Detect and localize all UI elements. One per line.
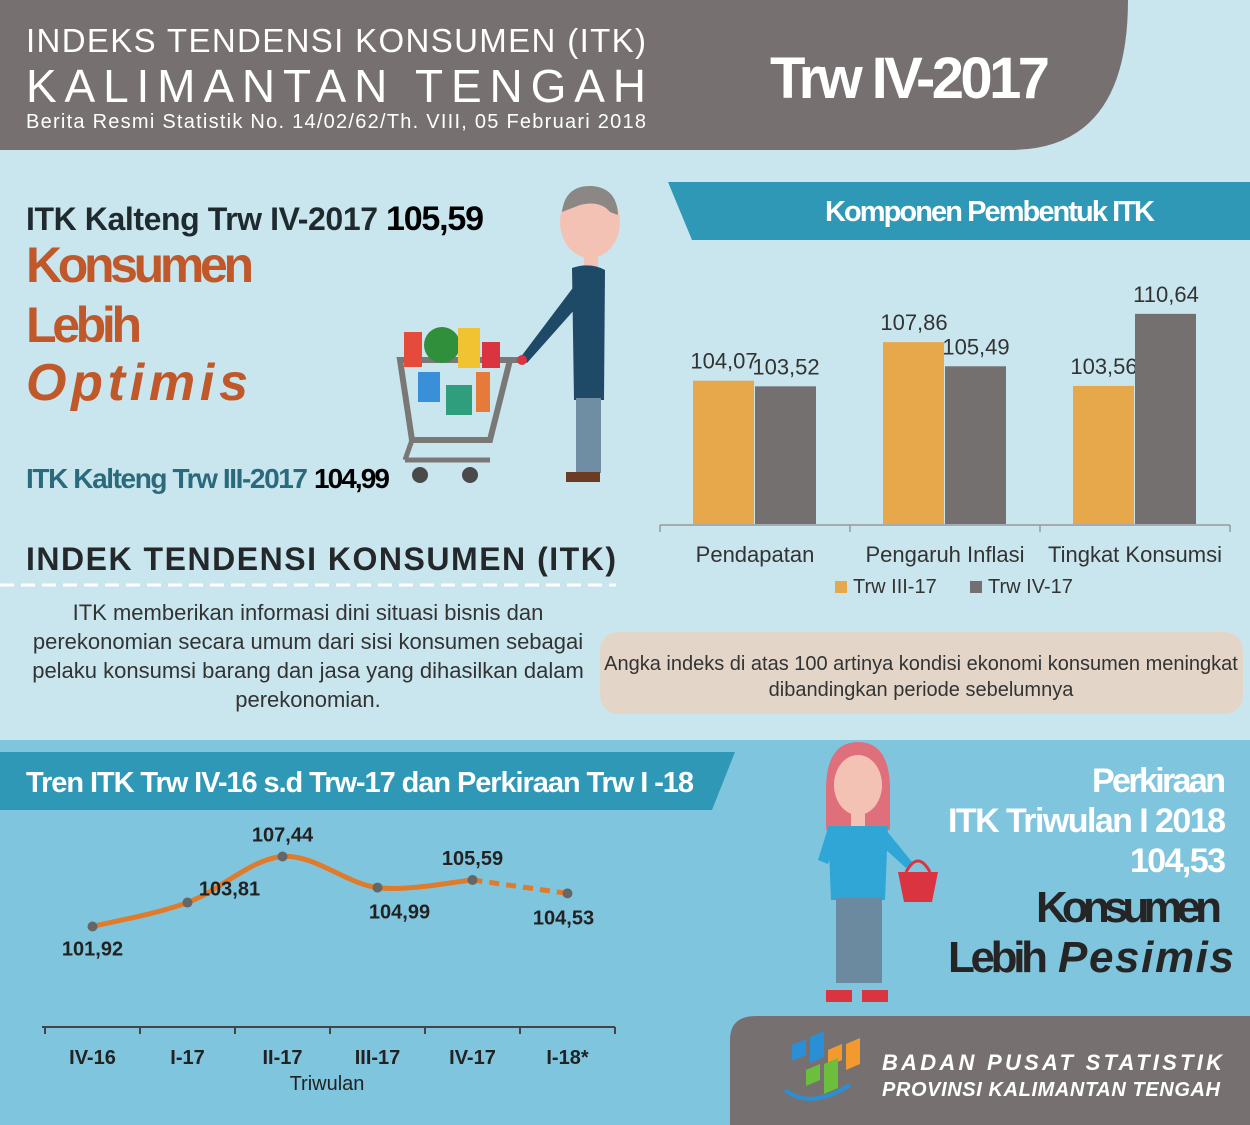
bar-value-label: 107,86: [880, 310, 947, 335]
header-line3: Berita Resmi Statistik No. 14/02/62/Th. …: [26, 111, 646, 133]
point-value-label: 104,99: [369, 902, 430, 924]
bar-value-label: 105,49: [942, 334, 1009, 359]
footer-org2: PROVINSI KALIMANTAN TENGAH: [882, 1079, 1221, 1101]
bar: [945, 366, 1006, 524]
woman-illustration: [818, 742, 938, 1002]
definition-line: perekonomian secara umum dari sisi konsu…: [33, 629, 583, 654]
definition-line: ITK memberikan informasi dini situasi bi…: [73, 600, 544, 625]
data-point: [182, 897, 193, 908]
x-tick-label: IV-17: [449, 1047, 496, 1069]
header-line1: INDEKS TENDENSI KONSUMEN (ITK): [26, 22, 646, 59]
x-tick-label: I-17: [170, 1047, 204, 1069]
bar: [755, 386, 816, 524]
header-line2: KALIMANTAN TENGAH: [26, 60, 646, 112]
bar-chart-title: Komponen Pembentuk ITK: [825, 196, 1155, 228]
previous-label: ITK Kalteng Trw III-2017: [26, 463, 308, 494]
forecast-line: [472, 877, 568, 896]
point-value-label: 104,53: [533, 907, 594, 929]
verdict-1: Konsumen: [26, 237, 254, 293]
verdict-3: Optimis: [26, 354, 248, 412]
bar-chart-banner: [668, 182, 1250, 240]
bar: [883, 342, 944, 524]
verdict-2: Lebih: [26, 297, 142, 353]
definition-title: INDEK TENDENSI KONSUMEN (ITK): [26, 541, 616, 577]
legend-swatch: [970, 581, 982, 593]
definition-line: pelaku konsumsi barang dan jasa yang dih…: [32, 658, 584, 683]
x-tick-label: Pendapatan: [696, 542, 815, 567]
bar: [1073, 385, 1134, 524]
header-band: [0, 0, 1128, 150]
bps-logo: [783, 1031, 860, 1101]
footer-org1: BADAN PUSAT STATISTIK: [882, 1050, 1224, 1075]
x-tick-label: III-17: [355, 1047, 401, 1069]
shopper-illustration: [396, 185, 620, 483]
x-tick-label: IV-16: [69, 1047, 116, 1069]
legend-label: Trw III-17: [853, 576, 937, 598]
x-tick-label: Tingkat Konsumsi: [1048, 542, 1222, 567]
point-value-label: 103,81: [199, 879, 260, 901]
forecast-verdict2: Lebih: [948, 933, 1048, 982]
note-line: Angka indeks di atas 100 artinya kondisi…: [604, 653, 1238, 675]
x-tick-label: Pengaruh Inflasi: [866, 542, 1025, 567]
bar-value-label: 103,56: [1070, 354, 1137, 379]
line-chart-title: Tren ITK Trw IV-16 s.d Trw-17 dan Perkir…: [26, 767, 694, 799]
data-point: [562, 888, 573, 899]
current-value: 105,59: [386, 200, 484, 238]
forecast-verdict3: Pesimis: [1058, 933, 1234, 982]
forecast-line2: ITK Triwulan I 2018: [948, 802, 1226, 840]
data-point: [277, 851, 288, 862]
bar-value-label: 104,07: [690, 349, 757, 374]
data-point: [467, 874, 478, 885]
x-axis-label: Triwulan: [290, 1073, 365, 1095]
data-point: [87, 921, 98, 932]
forecast-verdict1: Konsumen: [1036, 883, 1222, 932]
line-chart-banner: [0, 752, 735, 810]
note-line: dibandingkan periode sebelumnya: [769, 679, 1075, 701]
period: Trw IV-2017: [770, 46, 1050, 111]
x-tick-label: II-17: [262, 1047, 302, 1069]
point-value-label: 105,59: [442, 848, 503, 870]
bar: [693, 380, 754, 524]
bar-value-label: 110,64: [1133, 282, 1199, 307]
forecast-value: 104,53: [1130, 842, 1226, 880]
previous-value: 104,99: [314, 463, 390, 494]
definition-line: perekonomian.: [235, 687, 381, 712]
point-value-label: 101,92: [62, 939, 123, 961]
point-value-label: 107,44: [252, 824, 314, 846]
definition-text: ITK memberikan informasi dini situasi bi…: [32, 600, 584, 712]
note-box: [600, 632, 1243, 714]
note-text: Angka indeks di atas 100 artinya kondisi…: [604, 653, 1238, 701]
bar-value-label: 103,52: [752, 354, 819, 379]
bar: [1135, 313, 1196, 524]
x-tick-label: I-18*: [546, 1047, 588, 1069]
forecast-line1: Perkiraan: [1092, 762, 1226, 800]
legend-swatch: [835, 581, 847, 593]
legend-label: Trw IV-17: [988, 576, 1073, 598]
data-point: [372, 882, 383, 893]
current-label: ITK Kalteng Trw IV-2017: [26, 201, 378, 237]
